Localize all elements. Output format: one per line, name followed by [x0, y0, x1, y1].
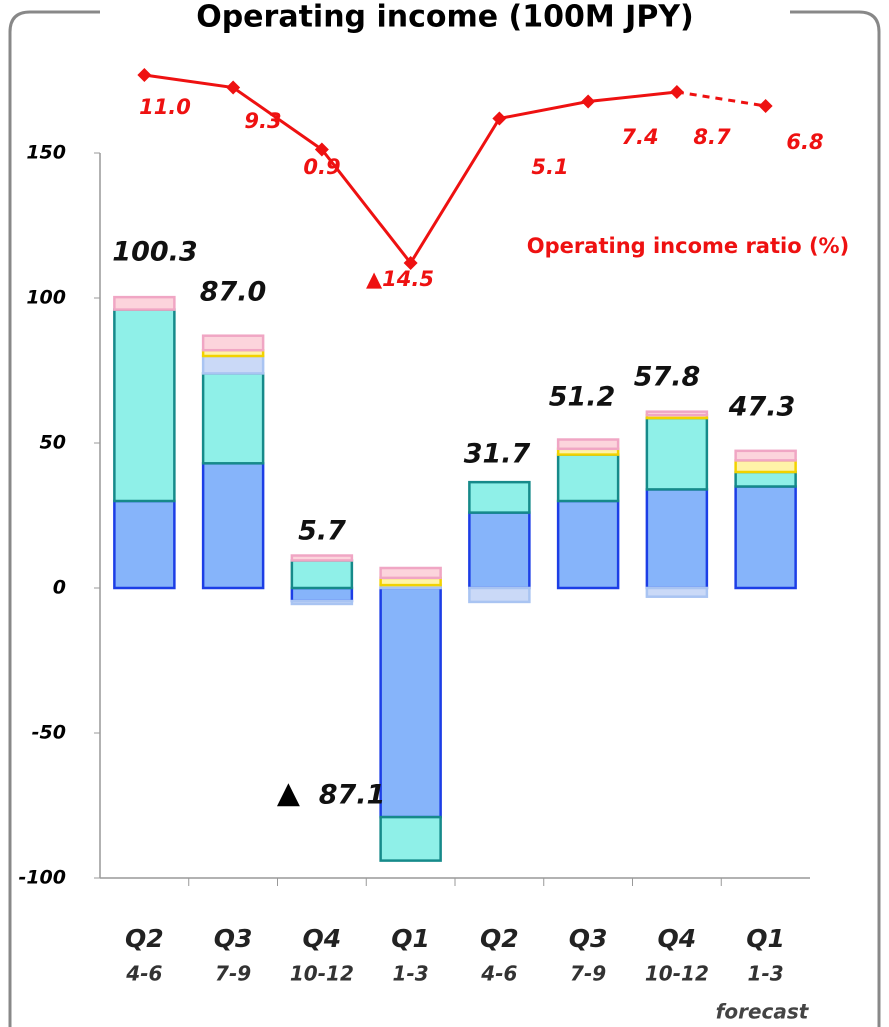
y-tick-label: 100: [26, 287, 66, 309]
ratio-point: [314, 142, 329, 157]
ratio-label: 0.9: [303, 155, 340, 179]
x-tick-label: Q4: [658, 924, 697, 953]
bar-segment: [645, 410, 709, 417]
total-label: 57.8: [634, 362, 701, 393]
ratio-point: [403, 256, 418, 270]
total-label: 5.7: [298, 516, 346, 547]
period-label: 10-12: [645, 962, 709, 986]
x-tick-label: Q2: [480, 924, 519, 953]
bar-segment: [290, 559, 354, 590]
bar-segment: [734, 485, 797, 590]
chart-title: Operating income (100M JPY): [196, 0, 694, 35]
x-tick-label: Q3: [569, 924, 608, 953]
bar-segment: [468, 511, 531, 590]
ratio-point: [226, 80, 241, 95]
bar-segment: [201, 334, 265, 352]
y-tick-label: -100: [18, 867, 66, 889]
total-label: 51.2: [549, 382, 616, 413]
x-tick-label: Q2: [125, 924, 164, 953]
x-tick-label: Q3: [214, 924, 253, 953]
frame: [8, 10, 881, 1027]
ratio-label: ▲14.5: [366, 267, 434, 291]
x-tick-label: Q4: [303, 924, 342, 953]
ratio-line-forecast: [676, 90, 766, 108]
bar-segment: [113, 499, 176, 590]
bar-segment: [379, 566, 442, 580]
bar-segment: [113, 295, 176, 311]
total-label: 31.7: [464, 439, 531, 470]
period-label: 10-12: [290, 962, 354, 986]
total-label: 87.1: [319, 780, 386, 811]
x-tick-label: Q1: [391, 924, 430, 953]
period-label: 4-6: [125, 962, 162, 986]
y-tick-label: 150: [26, 142, 66, 164]
total-label: 87.0: [200, 277, 267, 308]
bar-segment: [201, 372, 265, 465]
ratio-label: 7.4: [621, 125, 658, 149]
negative-marker: ▲: [277, 776, 300, 811]
bar-segment: [645, 488, 709, 590]
bar-segment: [556, 438, 620, 451]
forecast-label: forecast: [716, 1000, 810, 1024]
line-name: Operating income ratio (%): [527, 234, 849, 258]
bar-segment: [468, 586, 531, 604]
bar-segment: [379, 815, 442, 862]
bar-segment: [734, 449, 797, 462]
bar-segment: [556, 499, 620, 590]
ratio-point: [492, 111, 507, 126]
bar-segment: [201, 354, 265, 375]
bar-segment: [379, 586, 442, 819]
bar-segment: [290, 554, 354, 562]
ratio-point: [137, 68, 152, 82]
ratio-point: [669, 84, 684, 99]
bar-segment: [201, 462, 265, 590]
period-label: 7-9: [215, 962, 251, 986]
bar-segment: [645, 416, 709, 491]
x-tick-label: Q1: [746, 924, 785, 953]
y-tick-label: 50: [40, 432, 66, 454]
ratio-label: 11.0: [139, 95, 191, 119]
y-tick-label: 0: [53, 577, 66, 599]
bar-segment: [290, 599, 354, 606]
ratio-label: 8.7: [693, 125, 731, 149]
period-label: 4-6: [480, 962, 517, 986]
total-label: 100.3: [112, 237, 197, 268]
ratio-label: 5.1: [531, 155, 568, 179]
total-label: 47.3: [728, 392, 796, 423]
ratio-point: [581, 94, 596, 109]
bar-segment: [468, 480, 531, 514]
bar-segment: [556, 453, 620, 503]
period-label: 1-3: [748, 962, 784, 986]
y-tick-label: -50: [32, 722, 66, 744]
ratio-label: 9.3: [244, 109, 281, 133]
bar-segment: [734, 470, 797, 488]
bar-segment: [290, 586, 354, 603]
bar-segment: [734, 459, 797, 474]
bar-segment: [645, 586, 709, 598]
bar-segment: [113, 308, 176, 503]
ratio-label: 6.8: [786, 130, 823, 154]
period-label: 1-3: [393, 962, 429, 986]
period-label: 7-9: [570, 962, 606, 986]
ratio-point: [758, 98, 773, 113]
